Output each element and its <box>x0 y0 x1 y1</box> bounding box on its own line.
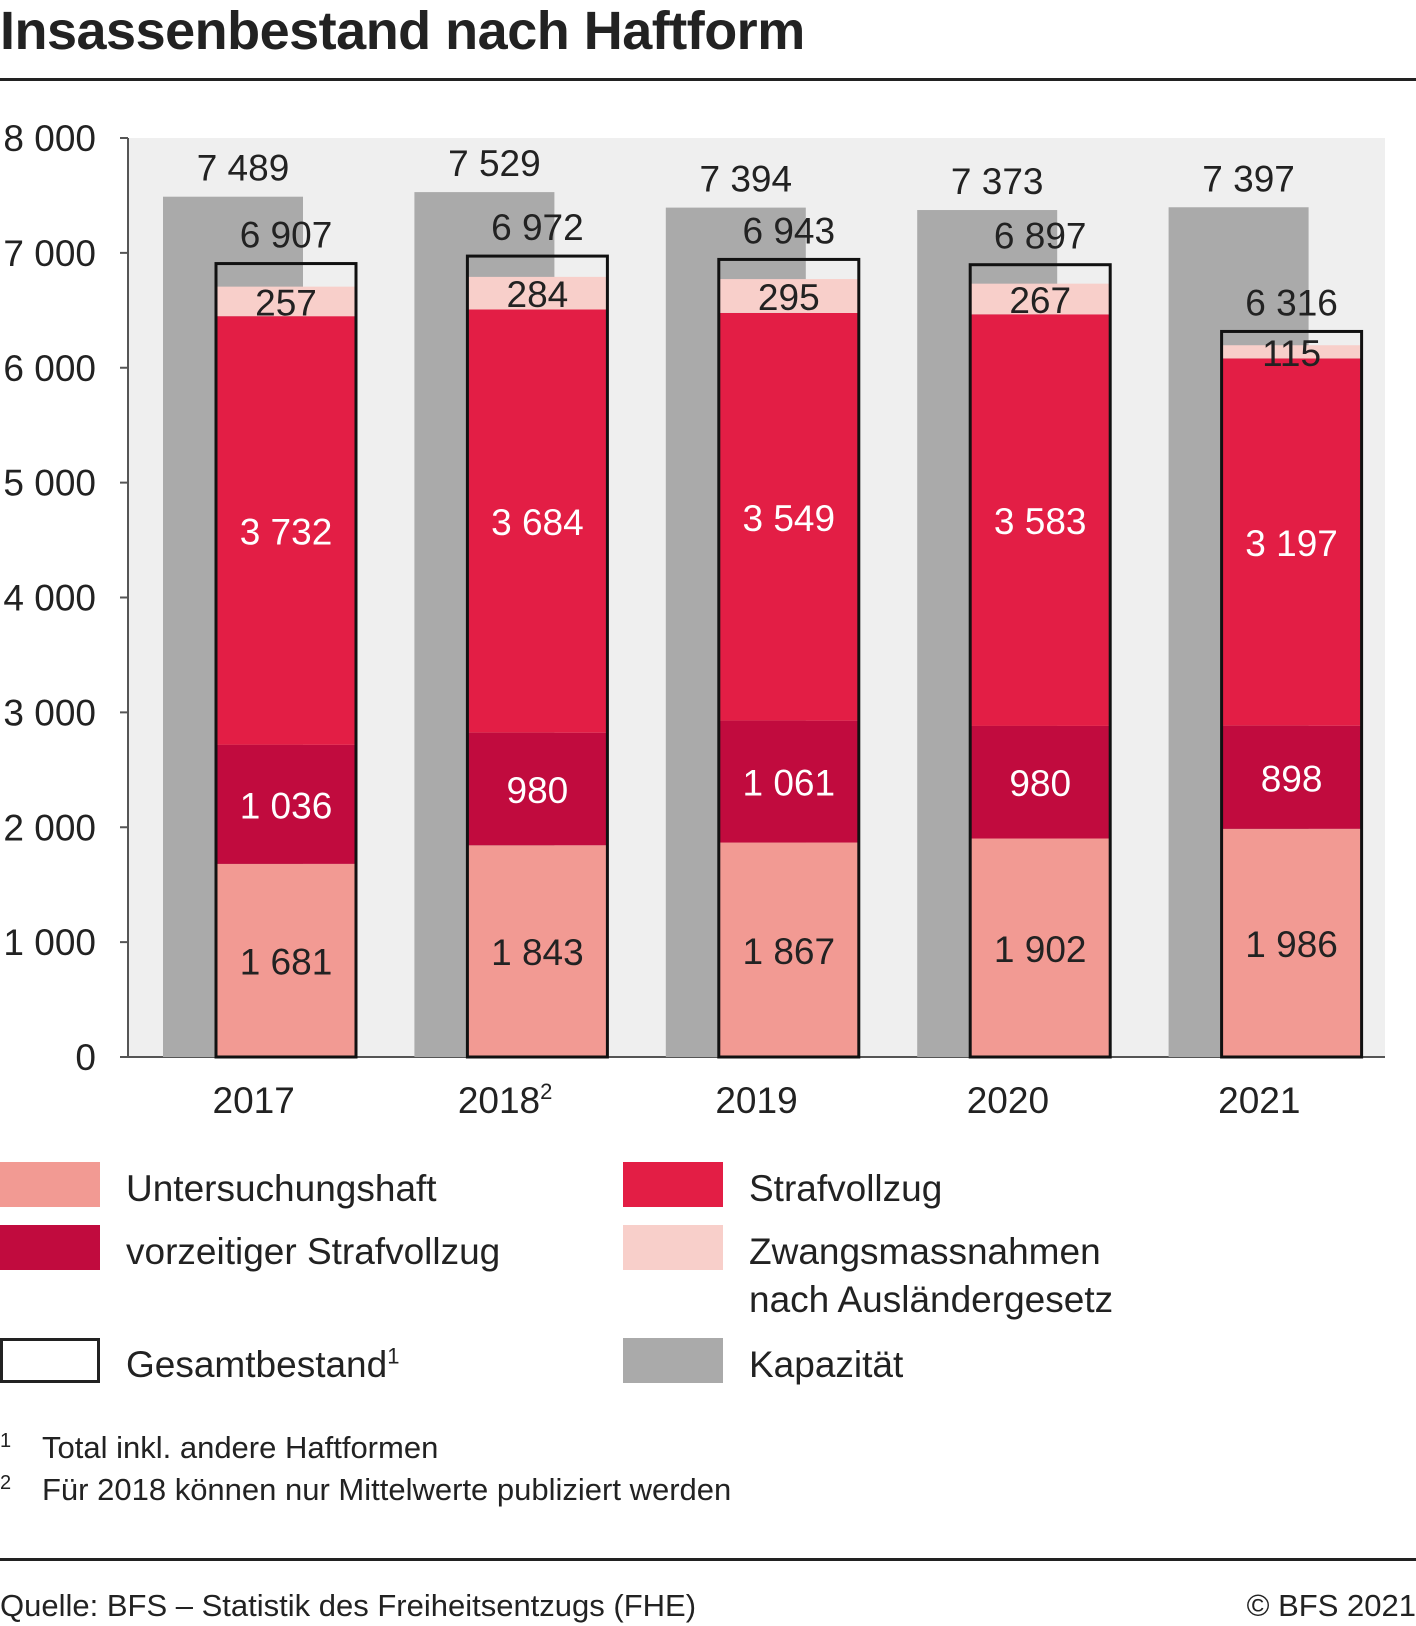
total-label-2017: 6 907 <box>240 215 333 256</box>
bar-label-2-2018: 3 684 <box>491 502 584 543</box>
source-note: Quelle: BFS – Statistik des Freiheitsent… <box>0 1588 697 1623</box>
legend-swatch-kapazitaet <box>623 1338 723 1383</box>
copyright: © BFS 2021 <box>1246 1588 1416 1623</box>
bar-0-2018 <box>467 845 608 1057</box>
bar-3-2020 <box>970 283 1111 315</box>
bar-label-0-2017: 1 681 <box>240 941 333 982</box>
bar-2-2019 <box>718 312 859 721</box>
x-tick-label-2018: 20182 <box>458 1079 553 1120</box>
footnote-1-text: Total inkl. andere Haftformen <box>42 1430 439 1465</box>
bar-label-0-2019: 1 867 <box>743 931 836 972</box>
bar-label-1-2021: 898 <box>1261 758 1323 799</box>
capacity-label-2020: 7 373 <box>951 161 1044 202</box>
bar-label-3-2020: 267 <box>1009 280 1071 321</box>
y-tick-label-1: 1 000 <box>3 922 96 963</box>
capacity-label-2018: 7 529 <box>448 143 541 184</box>
bar-0-2017 <box>216 863 356 1057</box>
total-outline-2020 <box>968 263 1112 1059</box>
y-tick-label-7: 7 000 <box>3 233 96 274</box>
legend-label-gesamtbestand: Gesamtbestand1 <box>126 1340 399 1390</box>
bar-1-2018 <box>467 732 608 846</box>
plot-area: 0 1 000 2 000 3 000 4 000 5 000 6 000 7 000 8 00… <box>3 118 1385 1120</box>
footnote-1: 1 Total inkl. andere Haftformen <box>0 1430 438 1466</box>
bar-label-2-2021: 3 197 <box>1245 523 1338 564</box>
y-tick-label-8: 8 000 <box>3 118 96 159</box>
total-outline-2018 <box>465 254 609 1059</box>
total-label-2021: 6 316 <box>1245 282 1338 323</box>
total-label-2019: 6 943 <box>743 210 836 251</box>
footnote-1-mark: 1 <box>0 1430 12 1452</box>
bar-1-2017 <box>216 744 356 864</box>
bar-label-1-2020: 980 <box>1009 763 1071 804</box>
bar-0-2021 <box>1221 828 1362 1057</box>
bar-3-2019 <box>718 279 859 313</box>
bar-label-2-2019: 3 549 <box>743 498 836 539</box>
legend-swatch-untersuchungshaft <box>0 1162 100 1207</box>
bar-label-3-2021: 115 <box>1262 333 1321 374</box>
bar-label-1-2018: 980 <box>507 770 569 811</box>
legend-label-kapazitaet: Kapazität <box>749 1344 904 1385</box>
legend-label-zwang-line1: Zwangsmassnahmen <box>749 1231 1101 1272</box>
legend-swatch-zwangsmassnahmen <box>623 1225 723 1270</box>
bar-1-2020 <box>970 725 1111 839</box>
bar-label-0-2021: 1 986 <box>1245 924 1338 965</box>
bar-1-2019 <box>718 720 859 843</box>
x-tick-sup-2018: 2 <box>540 1079 552 1104</box>
title-rule <box>0 78 1416 81</box>
footnote-2-text: Für 2018 können nur Mittelwerte publizie… <box>42 1472 732 1507</box>
total-outline-2017 <box>214 262 358 1059</box>
y-tick-label-3: 3 000 <box>3 692 96 733</box>
legend-gesamt-text: Gesamtbestand <box>126 1344 388 1385</box>
legend-gesamt-sup: 1 <box>387 1343 400 1369</box>
total-label-2020: 6 897 <box>994 216 1087 257</box>
bar-2-2017 <box>216 316 356 745</box>
bar-label-3-2019: 295 <box>758 277 820 318</box>
x-tick-label-2017: 2017 <box>213 1080 295 1120</box>
bar-2-2018 <box>467 309 608 733</box>
x-tick-label-2020: 2020 <box>967 1080 1049 1120</box>
legend-swatch-vorzeitiger <box>0 1225 100 1270</box>
legend-label-strafvollzug: Strafvollzug <box>749 1168 943 1209</box>
x-tick-label-2021: 2021 <box>1218 1080 1300 1120</box>
total-outline-2021 <box>1220 329 1364 1059</box>
legend-swatch-strafvollzug <box>623 1162 723 1207</box>
bar-label-2-2017: 3 732 <box>240 512 333 553</box>
bar-chart: 0 1 000 2 000 3 000 4 000 5 000 6 000 7 000 8 00… <box>3 118 1385 1120</box>
legend-swatch-gesamtbestand <box>0 1338 100 1383</box>
x-tick-label-2019: 2019 <box>715 1080 797 1120</box>
capacity-label-2021: 7 397 <box>1202 158 1295 199</box>
y-tick-label-4: 4 000 <box>3 578 96 619</box>
bar-3-2017 <box>216 286 356 317</box>
chart-title: Insassenbestand nach Haftform <box>0 1 805 61</box>
total-label-2018: 6 972 <box>491 207 584 248</box>
bar-0-2019 <box>718 842 859 1057</box>
bar-3-2018 <box>467 276 608 310</box>
bar-0-2020 <box>970 838 1111 1057</box>
bar-label-1-2019: 1 061 <box>743 763 836 804</box>
bar-label-1-2017: 1 036 <box>240 785 333 826</box>
bar-3-2021 <box>1221 345 1362 359</box>
bar-label-0-2018: 1 843 <box>491 932 584 973</box>
y-tick-label-6: 6 000 <box>3 348 96 389</box>
y-tick-label-5: 5 000 <box>3 463 96 504</box>
y-tick-label-0: 0 <box>75 1037 96 1078</box>
capacity-label-2017: 7 489 <box>197 148 290 189</box>
legend-label-untersuchungshaft: Untersuchungshaft <box>126 1168 437 1209</box>
bar-label-3-2018: 284 <box>507 274 569 315</box>
footnote-2-mark: 2 <box>0 1472 12 1494</box>
legend-label-vorzeitiger: vorzeitiger Strafvollzug <box>126 1231 501 1272</box>
bar-label-2-2020: 3 583 <box>994 501 1087 542</box>
footer-rule <box>0 1558 1416 1561</box>
legend-label-zwang-line2: nach Ausländergesetz <box>749 1279 1114 1320</box>
y-tick-label-2: 2 000 <box>3 807 96 848</box>
bar-label-0-2020: 1 902 <box>994 929 1087 970</box>
bar-label-3-2017: 257 <box>255 282 317 323</box>
total-outline-2019 <box>717 257 861 1059</box>
bar-2-2021 <box>1221 358 1362 726</box>
bar-2-2020 <box>970 314 1111 726</box>
capacity-label-2019: 7 394 <box>700 159 793 200</box>
footnote-2: 2 Für 2018 können nur Mittelwerte publiz… <box>0 1472 731 1508</box>
bar-1-2021 <box>1221 725 1362 829</box>
